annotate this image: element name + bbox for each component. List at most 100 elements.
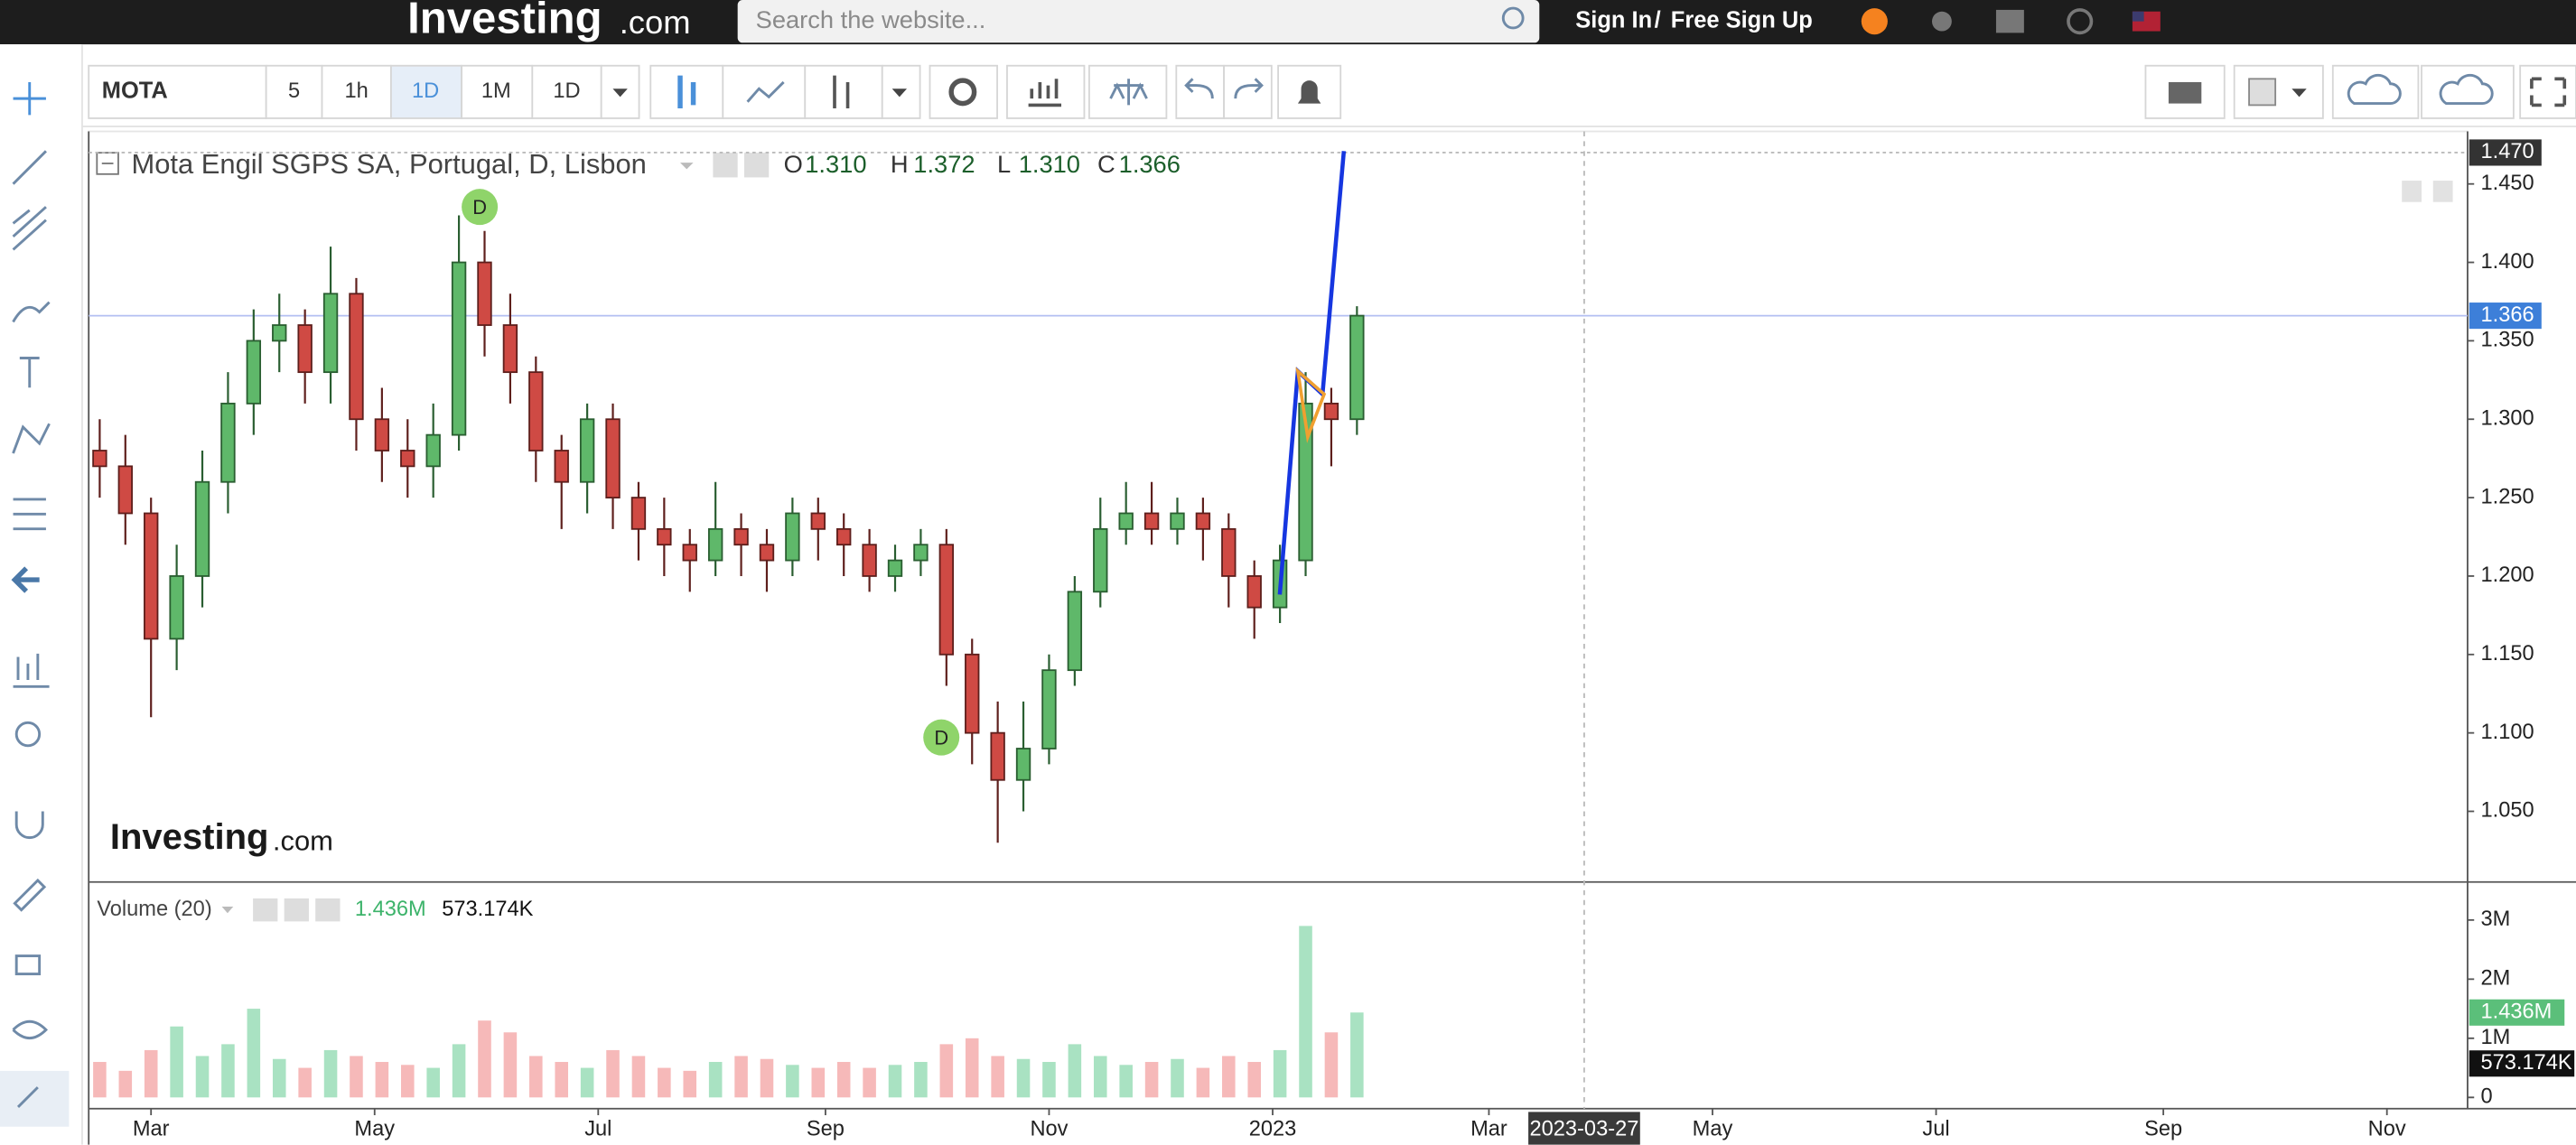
volume-bar xyxy=(478,1020,491,1098)
x-tick-label: Mar xyxy=(133,1118,170,1141)
resolution-button[interactable] xyxy=(531,64,602,119)
candle-body xyxy=(425,433,441,468)
volume-bar xyxy=(888,1065,902,1098)
volume-caret[interactable] xyxy=(221,907,234,914)
dividend-marker[interactable] xyxy=(462,189,499,226)
volume-current-label: 1.436M xyxy=(2481,1001,2553,1024)
volume-close[interactable] xyxy=(315,898,341,922)
symbol: MOTA xyxy=(102,79,168,104)
candle-body xyxy=(1349,314,1365,421)
y-tick-label: 0 xyxy=(2481,1085,2493,1109)
volume-bar xyxy=(323,1049,338,1098)
volume-bar xyxy=(1273,1049,1287,1098)
volume-bar xyxy=(606,1049,620,1098)
volume-bar xyxy=(1144,1062,1159,1098)
volume-bar xyxy=(914,1062,928,1098)
candle-body xyxy=(810,512,826,530)
drawing-tools[interactable] xyxy=(11,81,51,1039)
triangle-drawing[interactable] xyxy=(1295,367,1327,443)
sign-up[interactable]: Free Sign Up xyxy=(1671,7,1813,33)
logo[interactable]: Investing xyxy=(407,0,602,43)
legend-eye[interactable] xyxy=(713,153,738,178)
candle-body xyxy=(528,371,544,451)
x-tick-label: Jul xyxy=(584,1118,611,1141)
caret xyxy=(612,88,628,98)
chart-tools[interactable] xyxy=(649,64,2576,119)
high-label-bg xyxy=(2469,139,2542,166)
candle-body xyxy=(605,418,621,499)
y-tick-label: 1.250 xyxy=(2481,485,2534,508)
dividend-marker[interactable] xyxy=(923,719,960,756)
volume-bar xyxy=(1324,1032,1339,1098)
candle-body xyxy=(913,544,929,562)
search-box[interactable] xyxy=(737,0,1540,43)
candle-body xyxy=(1221,527,1237,577)
ohlc-key: H xyxy=(891,150,909,178)
separator: / xyxy=(1655,7,1661,33)
sign-in[interactable]: Sign In xyxy=(1575,7,1652,33)
volume-bar xyxy=(658,1067,671,1098)
candle-body xyxy=(246,340,262,405)
volume-bar xyxy=(760,1058,774,1098)
interval-button[interactable] xyxy=(265,64,323,119)
volume-bar xyxy=(452,1044,466,1098)
interval-button[interactable] xyxy=(461,64,534,119)
search-icon[interactable] xyxy=(1501,6,1525,30)
legend-caret[interactable] xyxy=(680,163,694,170)
volume-bar xyxy=(991,1056,1004,1098)
interval-label: 1D xyxy=(412,79,439,103)
candle-body xyxy=(733,527,749,546)
candle-body xyxy=(836,527,852,546)
volume-bar xyxy=(144,1049,158,1098)
ohlc-key: O xyxy=(784,150,803,178)
bell-icon[interactable] xyxy=(1932,11,1952,32)
resolution-label: 1D xyxy=(553,79,580,103)
candle-body xyxy=(117,465,133,515)
candle-body xyxy=(502,324,518,374)
candle-body xyxy=(220,402,236,483)
legend-settings[interactable] xyxy=(743,153,770,178)
candle-body xyxy=(1041,669,1057,749)
volume-bar xyxy=(965,1038,979,1098)
x-tick-label: May xyxy=(1693,1118,1733,1141)
plot: 1.050 1.100 1.150 1.200 1.250 1.300 1.350 1.400… xyxy=(89,131,2575,1145)
volume-bar xyxy=(503,1032,518,1098)
interval-button[interactable] xyxy=(321,64,392,119)
volume-bar xyxy=(1299,926,1312,1098)
volume-bar xyxy=(195,1056,210,1098)
clock-icon[interactable] xyxy=(2067,8,2094,35)
volume-bar xyxy=(1068,1044,1082,1098)
candle-body xyxy=(759,544,775,562)
volume-bar xyxy=(401,1065,415,1098)
volume-eye[interactable] xyxy=(253,898,278,922)
candle-body xyxy=(965,653,980,734)
x-tick-label: Jul xyxy=(1922,1118,1949,1141)
candle-body xyxy=(322,293,339,374)
candle-body xyxy=(1246,575,1262,609)
pro-icon[interactable] xyxy=(1861,8,1888,35)
watermark: Investing xyxy=(110,817,269,857)
interval-label: 1M xyxy=(481,79,511,103)
volume-bar xyxy=(93,1062,107,1098)
candle-body xyxy=(194,480,210,577)
volume-settings[interactable] xyxy=(284,898,309,922)
symbol-box[interactable] xyxy=(88,64,267,119)
y-tick-label: 1M xyxy=(2481,1026,2511,1049)
volume-bar xyxy=(863,1067,876,1098)
scroll-button[interactable] xyxy=(2432,181,2453,202)
candle-body xyxy=(144,512,159,640)
candle-body xyxy=(169,575,184,640)
link-icon[interactable] xyxy=(16,1086,39,1108)
link-tool-bg[interactable] xyxy=(0,1070,70,1127)
volume-bar xyxy=(1196,1067,1210,1098)
interval-label: 1h xyxy=(345,79,369,103)
scroll-button[interactable] xyxy=(2402,181,2422,202)
candle-body xyxy=(297,324,313,374)
y-tick-label: 1.450 xyxy=(2481,172,2534,195)
volume-average: 573.174K xyxy=(442,898,533,921)
volume-bar xyxy=(247,1009,261,1098)
candle-body xyxy=(477,261,492,326)
plot-frame xyxy=(88,130,2469,1110)
logo-suffix[interactable]: .com xyxy=(620,4,691,41)
portfolio-icon[interactable] xyxy=(1995,9,2024,33)
